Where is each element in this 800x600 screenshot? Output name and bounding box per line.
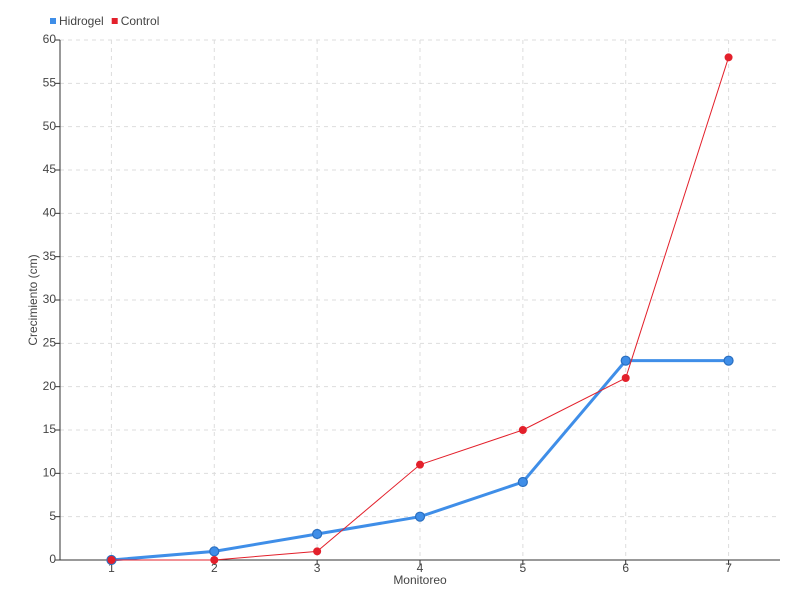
y-tick-label: 30 — [43, 292, 57, 306]
data-point — [620, 355, 631, 366]
y-tick-label: 15 — [43, 422, 57, 436]
y-tick-label: 10 — [43, 466, 57, 480]
legend-swatch — [50, 18, 56, 24]
x-tick-label: 3 — [314, 561, 321, 575]
y-axis-label: Crecimiento (cm) — [26, 254, 40, 345]
y-tick-label: 20 — [43, 379, 57, 393]
data-point — [621, 374, 630, 382]
y-tick-label: 35 — [43, 249, 57, 263]
legend-label: Control — [121, 14, 160, 28]
data-point — [210, 556, 219, 564]
x-tick-label: 2 — [211, 561, 218, 575]
series-line — [111, 57, 730, 561]
legend-swatch — [111, 18, 118, 24]
y-tick-label: 50 — [43, 119, 57, 133]
data-point — [312, 528, 323, 540]
y-tick-label: 45 — [43, 162, 57, 176]
y-tick-label: 40 — [43, 206, 57, 220]
data-point — [209, 546, 220, 557]
data-point — [313, 547, 322, 556]
x-tick-label: 7 — [725, 561, 732, 575]
x-tick-label: 5 — [520, 561, 527, 575]
data-point — [518, 426, 527, 434]
y-tick-label: 0 — [49, 552, 56, 566]
data-point — [724, 53, 733, 62]
data-point — [723, 355, 734, 366]
data-point — [517, 476, 528, 488]
x-tick-label: 6 — [622, 561, 629, 575]
legend-label: Hidrogel — [59, 14, 104, 28]
y-tick-label: 60 — [43, 32, 57, 46]
y-tick-label: 55 — [43, 76, 57, 90]
data-point — [107, 556, 116, 564]
x-tick-label: 4 — [417, 561, 424, 575]
data-point — [414, 511, 426, 522]
x-tick-label: 1 — [108, 561, 115, 575]
y-tick-label: 5 — [49, 509, 56, 523]
x-axis-label: Monitoreo — [393, 573, 447, 587]
data-point — [416, 460, 424, 469]
y-tick-label: 25 — [43, 336, 57, 350]
